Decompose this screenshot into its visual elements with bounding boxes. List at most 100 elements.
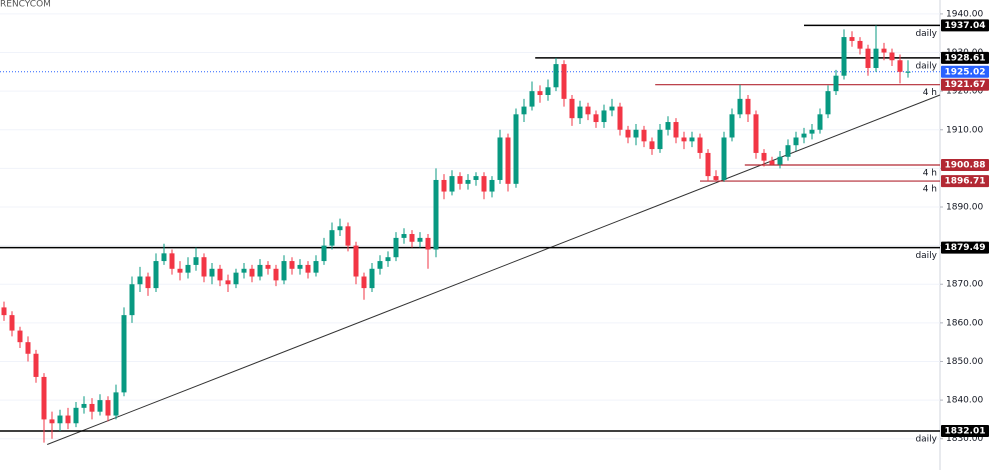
y-tick-label: 1910.00 [946, 125, 983, 135]
candle-body [65, 415, 71, 424]
candle-body [649, 141, 655, 150]
candle-body [361, 276, 367, 289]
price-badge [941, 78, 989, 91]
candle-body [417, 237, 423, 242]
price-badge-label: 1921.67 [945, 80, 986, 90]
candle-body [689, 137, 695, 142]
candle-body [449, 176, 455, 192]
candle-body [1, 307, 7, 316]
candle-body [97, 400, 103, 412]
candle-body [225, 280, 231, 285]
candle-body [441, 179, 447, 192]
candle-body [521, 106, 527, 115]
candle-body [217, 268, 223, 281]
candle-body [105, 400, 111, 416]
candle-body [513, 114, 519, 184]
candle-body [713, 176, 719, 180]
candle-body [569, 98, 575, 119]
candle-body [625, 129, 631, 138]
candle-body [825, 91, 831, 115]
candle-body [705, 152, 711, 177]
y-tick-label: 1850.00 [946, 357, 983, 367]
level-tag: 4 h [923, 185, 937, 195]
candle-body [145, 276, 151, 289]
price-badge-label: 1900.88 [945, 160, 986, 170]
candle-body [465, 179, 471, 184]
candle-body [249, 268, 255, 277]
candle-body [273, 268, 279, 281]
candle-body [425, 237, 431, 250]
level-tag: 4 h [923, 88, 937, 98]
level-tag: daily [915, 29, 937, 39]
candle-body [793, 137, 799, 146]
price-badge [941, 19, 989, 32]
candle-body [905, 71, 911, 73]
symbol-label: RENCYCOM [0, 0, 51, 10]
candle-body [153, 261, 159, 289]
candle-body [473, 176, 479, 180]
candle-body [681, 137, 687, 142]
price-badge-label: 1937.04 [945, 21, 986, 31]
candle-body [577, 106, 583, 119]
price-badge [941, 158, 989, 171]
candle-body [529, 91, 535, 107]
candle-body [801, 133, 807, 138]
candle-body [609, 106, 615, 111]
candle-body [433, 179, 439, 250]
y-tick-label: 1840.00 [946, 396, 983, 406]
candle-body [41, 376, 47, 420]
price-badge [941, 51, 989, 64]
candle-body [265, 264, 271, 269]
candle-body [129, 284, 135, 316]
candle-body [169, 253, 175, 269]
candle-body [185, 264, 191, 273]
candle-body [641, 129, 647, 142]
candle-body [753, 114, 759, 153]
candle-body [321, 245, 327, 262]
level-tag: 4 h [923, 168, 937, 178]
candle-body [193, 257, 199, 265]
candle-body [585, 106, 591, 115]
level-tag: daily [915, 61, 937, 71]
candle-body [505, 137, 511, 184]
candle-body [161, 253, 167, 262]
candle-body [809, 129, 815, 134]
y-tick-label: 1920.00 [946, 87, 983, 97]
candle-body [873, 48, 879, 68]
candle-body [601, 110, 607, 123]
candle-body [113, 392, 119, 416]
candle-body [545, 87, 551, 96]
candle-body [201, 257, 207, 277]
candle-body [25, 342, 31, 354]
candle-body [73, 407, 79, 424]
candle-body [497, 137, 503, 180]
candle-body [857, 40, 863, 49]
price-badge-label: 1879.49 [945, 243, 986, 253]
candle-body [241, 268, 247, 273]
candle-body [721, 137, 727, 180]
candle-body [745, 98, 751, 115]
candle-body [665, 122, 671, 130]
y-tick-label: 1860.00 [946, 318, 983, 328]
candle-body [409, 234, 415, 242]
candle-body [297, 264, 303, 269]
candle-body [369, 268, 375, 289]
candle-body [633, 129, 639, 138]
y-tick-label: 1940.00 [946, 9, 983, 19]
y-tick-label: 1890.00 [946, 203, 983, 213]
candle-body [305, 264, 311, 273]
candle-body [881, 48, 887, 53]
candle-body [401, 234, 407, 238]
candle-body [177, 268, 183, 273]
candle-body [89, 403, 95, 412]
y-tick-label: 1830.00 [946, 434, 983, 444]
candle-body [889, 52, 895, 61]
candle-body [841, 37, 847, 76]
candle-body [865, 48, 871, 68]
candle-body [81, 403, 87, 408]
candle-body [257, 264, 263, 277]
trendline [47, 94, 941, 445]
candle-body [833, 75, 839, 92]
